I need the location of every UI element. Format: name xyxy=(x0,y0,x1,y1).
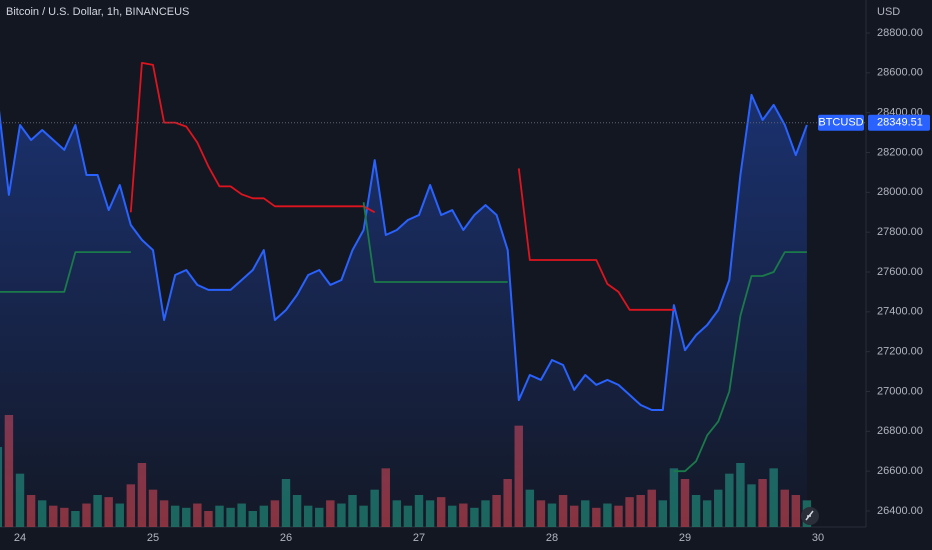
last-price-label: 28349.51 xyxy=(877,117,923,129)
x-tick-label: 25 xyxy=(147,532,159,544)
x-tick-label: 29 xyxy=(679,532,691,544)
y-tick-label: 27600.00 xyxy=(877,266,923,278)
y-tick-label: 26400.00 xyxy=(877,505,923,517)
y-tick-label: 27400.00 xyxy=(877,306,923,318)
price-area xyxy=(0,94,807,527)
price-badge xyxy=(868,114,930,131)
x-tick-label: 26 xyxy=(280,532,292,544)
x-tick-label: 24 xyxy=(14,532,26,544)
x-tick-label: 27 xyxy=(413,532,425,544)
y-tick-label: 26600.00 xyxy=(877,465,923,477)
symbol-label: BTCUSD xyxy=(818,117,863,129)
stop-line xyxy=(0,202,807,473)
symbol-badge xyxy=(818,114,864,131)
x-tick-label: 30 xyxy=(812,532,824,544)
y-tick-label: 27200.00 xyxy=(877,346,923,358)
y-tick-label: 28800.00 xyxy=(877,27,923,39)
y-axis-label: USD xyxy=(877,6,900,18)
price-line xyxy=(0,93,808,411)
y-tick-label: 28000.00 xyxy=(877,186,923,198)
y-tick-label: 28200.00 xyxy=(877,146,923,158)
y-tick-label: 27000.00 xyxy=(877,385,923,397)
y-tick-label: 28600.00 xyxy=(877,67,923,79)
chart-title: Bitcoin / U.S. Dollar, 1h, BINANCEUS xyxy=(6,6,189,18)
replay-icon xyxy=(805,510,814,521)
x-tick-label: 28 xyxy=(546,532,558,544)
y-tick-label: 27800.00 xyxy=(877,226,923,238)
y-tick-label: 26800.00 xyxy=(877,425,923,437)
